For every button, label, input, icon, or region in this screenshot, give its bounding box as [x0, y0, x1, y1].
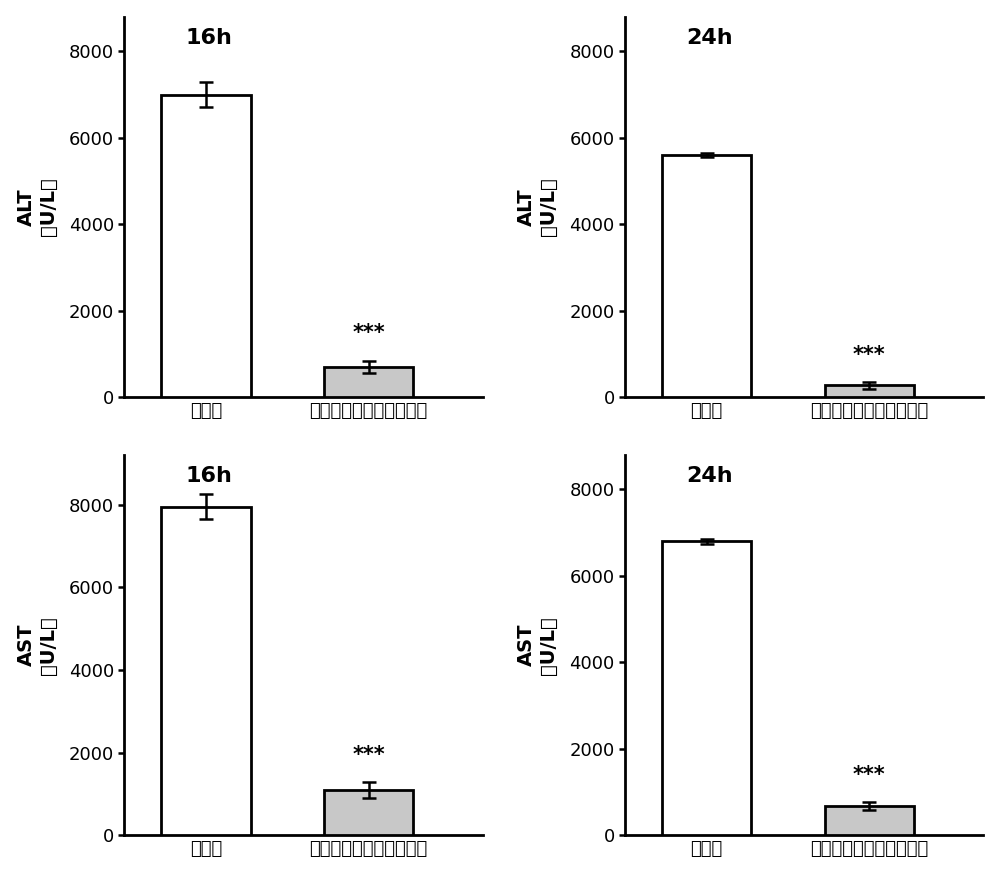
Y-axis label: AST
（U/L）: AST （U/L）	[517, 616, 558, 675]
Text: ***: ***	[352, 324, 385, 343]
Bar	[825, 806, 914, 836]
Bar	[324, 790, 413, 836]
Text: 24h: 24h	[686, 28, 733, 48]
Bar	[825, 385, 914, 397]
Y-axis label: ALT
（U/L）: ALT （U/L）	[17, 178, 58, 236]
Text: ***: ***	[853, 345, 886, 365]
Bar	[324, 367, 413, 397]
Text: 24h: 24h	[686, 466, 733, 486]
Text: ***: ***	[352, 745, 385, 765]
Y-axis label: ALT
（U/L）: ALT （U/L）	[517, 178, 558, 236]
Bar	[161, 507, 251, 836]
Bar	[662, 155, 751, 397]
Text: 16h: 16h	[185, 28, 232, 48]
Bar	[161, 94, 251, 397]
Text: 16h: 16h	[185, 466, 232, 486]
Y-axis label: AST
（U/L）: AST （U/L）	[17, 616, 58, 675]
Text: ***: ***	[853, 765, 886, 785]
Bar	[662, 542, 751, 836]
